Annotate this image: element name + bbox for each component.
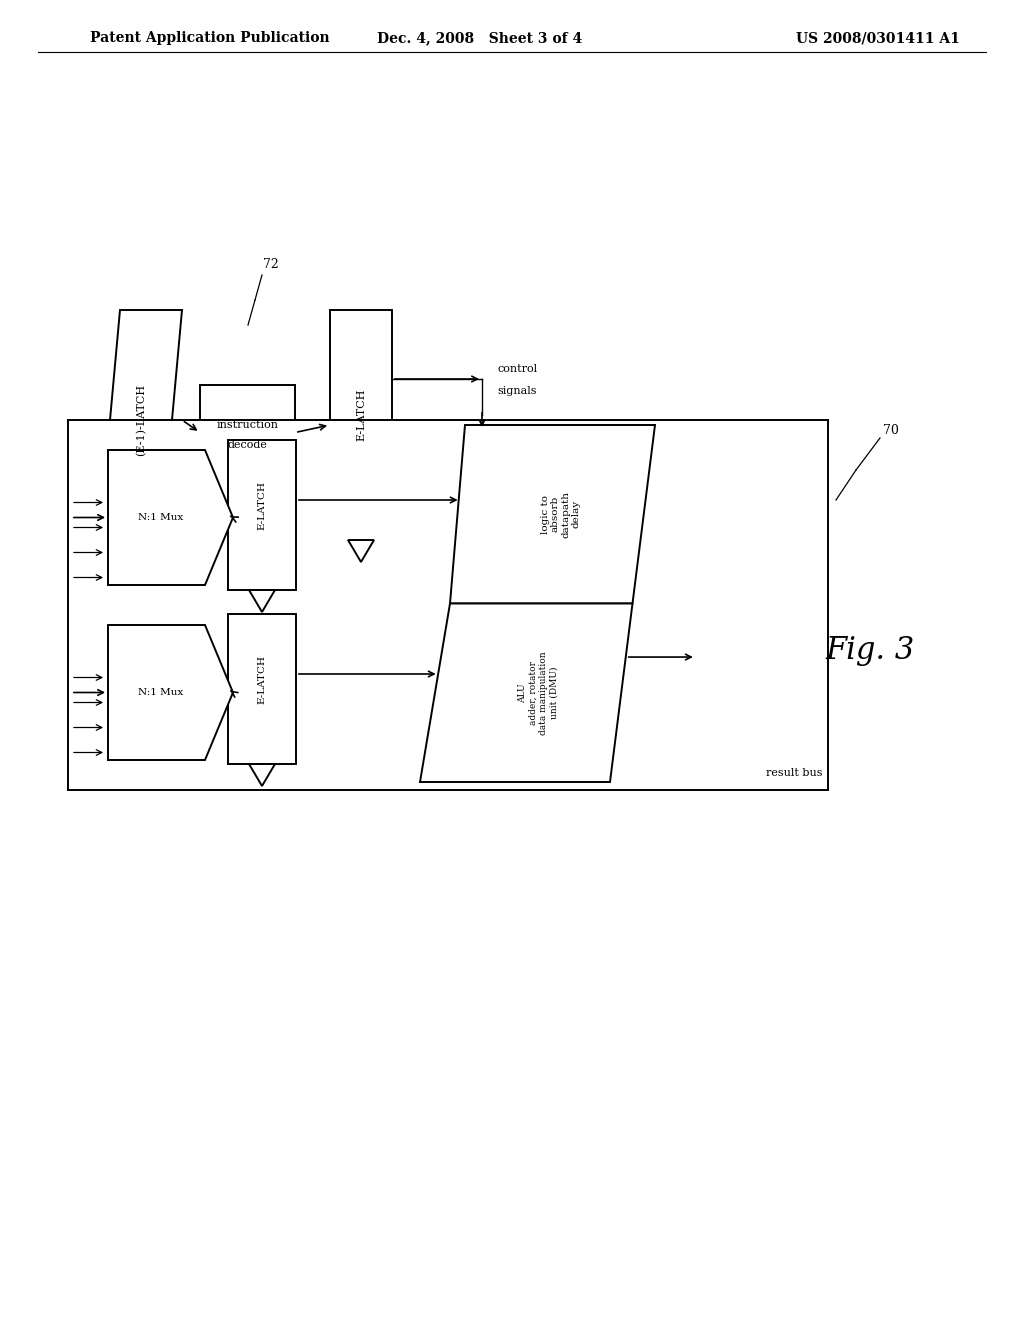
- Polygon shape: [100, 310, 182, 531]
- Polygon shape: [450, 425, 655, 603]
- Text: logic to
absorb
datapath
delay: logic to absorb datapath delay: [541, 491, 581, 537]
- Polygon shape: [249, 590, 275, 612]
- Text: Dec. 4, 2008   Sheet 3 of 4: Dec. 4, 2008 Sheet 3 of 4: [378, 30, 583, 45]
- Text: E-LATCH: E-LATCH: [257, 480, 266, 529]
- Text: E-LATCH: E-LATCH: [356, 389, 366, 441]
- Bar: [228, 440, 296, 590]
- Text: US 2008/0301411 A1: US 2008/0301411 A1: [796, 30, 961, 45]
- Text: E-LATCH: E-LATCH: [257, 655, 266, 704]
- Text: result bus: result bus: [767, 768, 823, 777]
- Text: ALU
adder, rotator
data manipulation
unit (DMU): ALU adder, rotator data manipulation uni…: [518, 651, 558, 734]
- Text: signals: signals: [497, 385, 537, 396]
- Polygon shape: [249, 764, 275, 785]
- Text: instruction: instruction: [216, 420, 279, 429]
- Bar: [68, 420, 828, 789]
- Text: decode: decode: [227, 440, 267, 450]
- Text: control: control: [497, 364, 538, 374]
- Text: N:1 Mux: N:1 Mux: [138, 688, 183, 697]
- Polygon shape: [420, 603, 633, 781]
- Bar: [200, 385, 295, 480]
- Text: Fig. 3: Fig. 3: [825, 635, 914, 665]
- Text: 70: 70: [883, 424, 899, 437]
- Text: N:1 Mux: N:1 Mux: [138, 513, 183, 521]
- Polygon shape: [348, 540, 374, 562]
- Text: Patent Application Publication: Patent Application Publication: [90, 30, 330, 45]
- Bar: [228, 614, 296, 764]
- Polygon shape: [108, 450, 233, 585]
- Text: 72: 72: [263, 259, 279, 272]
- Polygon shape: [123, 531, 150, 552]
- Bar: [330, 310, 392, 540]
- Polygon shape: [108, 624, 233, 760]
- Text: (E-1)-LATCH: (E-1)-LATCH: [136, 384, 146, 457]
